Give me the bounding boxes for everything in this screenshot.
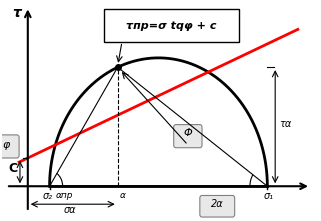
Text: σ₁: σ₁ bbox=[263, 191, 273, 201]
Text: 2α: 2α bbox=[211, 199, 223, 209]
FancyBboxPatch shape bbox=[200, 196, 235, 217]
Text: τα: τα bbox=[280, 119, 292, 129]
Text: φ: φ bbox=[2, 140, 10, 150]
Text: σα: σα bbox=[64, 206, 76, 215]
Text: αпр: αпр bbox=[56, 191, 74, 200]
FancyBboxPatch shape bbox=[0, 135, 19, 158]
Text: Φ: Φ bbox=[184, 128, 193, 138]
Text: τпр=σ tqφ + c: τпр=σ tqφ + c bbox=[126, 21, 217, 31]
FancyBboxPatch shape bbox=[104, 9, 239, 42]
Text: σ₂: σ₂ bbox=[42, 191, 52, 201]
Text: α: α bbox=[120, 191, 126, 200]
Text: τ: τ bbox=[13, 6, 22, 20]
Text: C: C bbox=[8, 162, 17, 175]
FancyBboxPatch shape bbox=[174, 125, 202, 148]
